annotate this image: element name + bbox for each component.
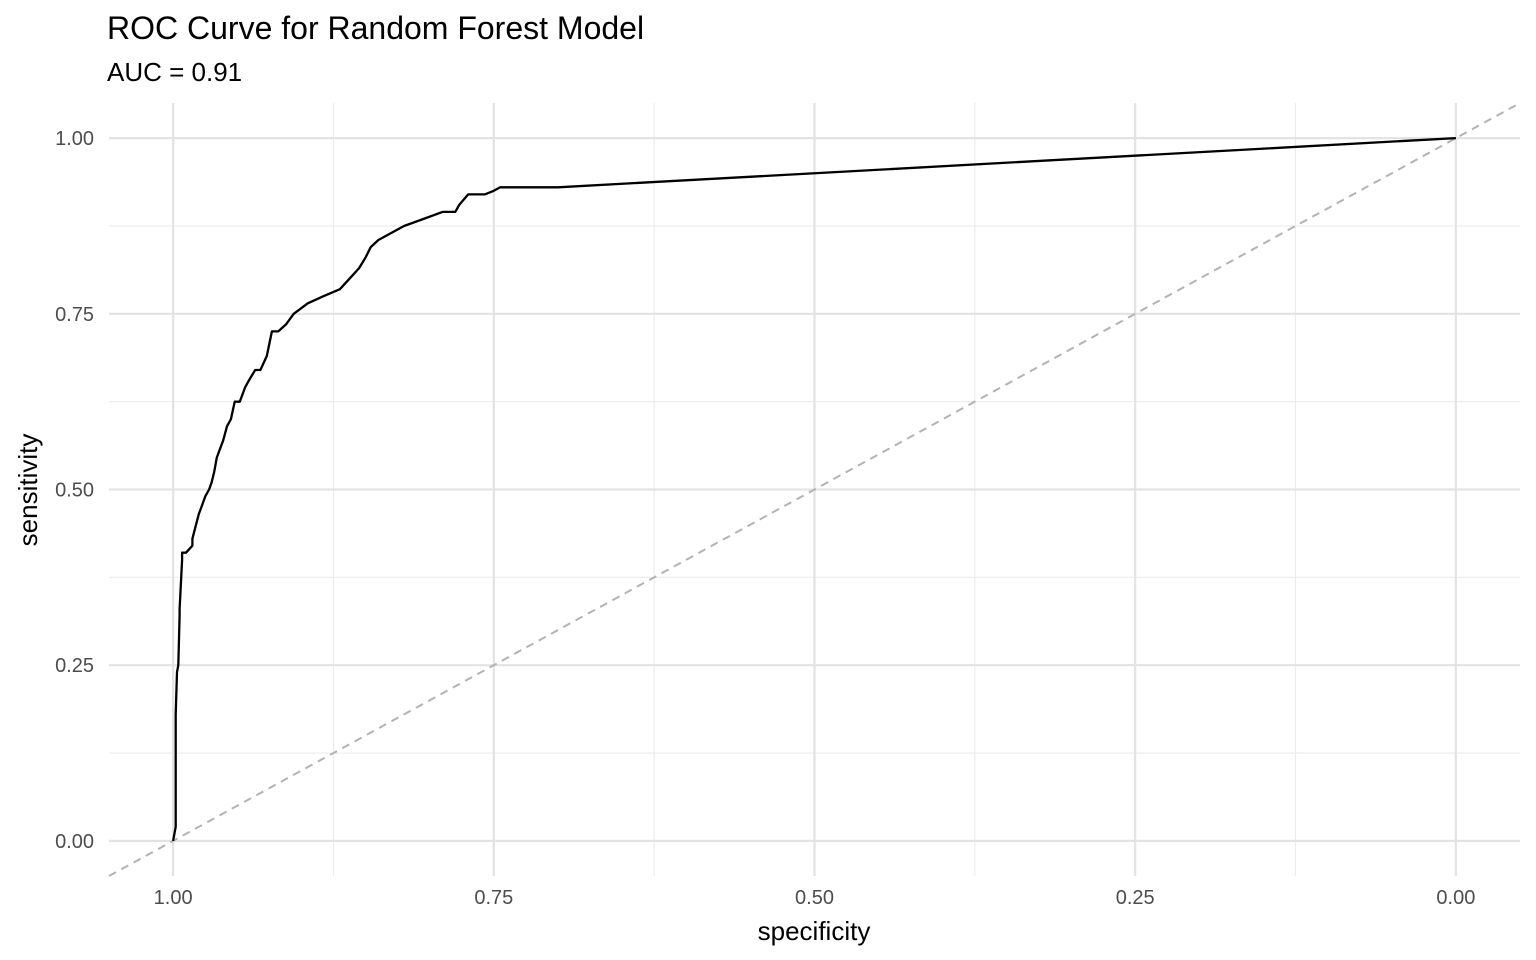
x-tick-label: 0.25 <box>1116 887 1155 909</box>
y-tick-label: 0.75 <box>55 304 94 326</box>
x-tick-labels: 1.00 0.75 0.50 0.25 0.00 <box>154 887 1476 909</box>
x-tick-label: 1.00 <box>154 887 193 909</box>
series-layer <box>171 136 1456 842</box>
y-tick-label: 1.00 <box>55 128 94 150</box>
y-axis-title: sensitivity <box>13 434 43 547</box>
y-tick-label: 0.25 <box>55 655 94 677</box>
x-tick-label: 0.75 <box>474 887 513 909</box>
chart-title: ROC Curve for Random Forest Model <box>107 10 645 46</box>
chart-subtitle: AUC = 0.91 <box>107 57 243 87</box>
y-tick-label: 0.50 <box>55 480 94 502</box>
x-tick-label: 0.00 <box>1436 887 1475 909</box>
x-axis-title: specificity <box>758 916 871 946</box>
roc-curve-line <box>171 136 1456 842</box>
x-tick-label: 0.50 <box>795 887 834 909</box>
y-tick-label: 0.00 <box>55 831 94 853</box>
y-tick-labels: 0.00 0.25 0.50 0.75 1.00 <box>55 128 94 853</box>
reference-diagonal-line <box>108 102 1521 877</box>
reference-layer <box>108 102 1521 877</box>
